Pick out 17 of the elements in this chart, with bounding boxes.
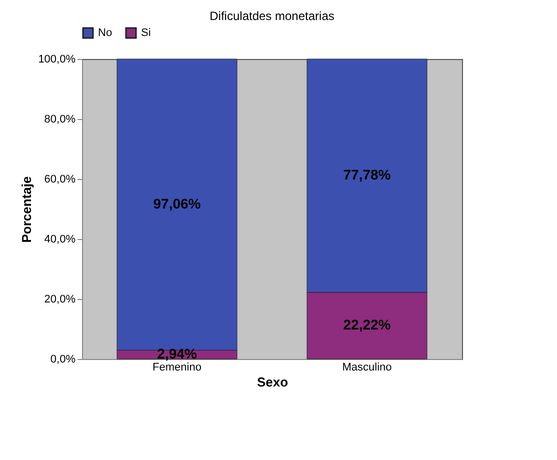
data-label: 22,22%	[343, 316, 392, 333]
data-label: 2,94%	[157, 346, 198, 362]
x-tick-label: Femenino	[152, 362, 202, 374]
y-tick-label: 100,0%	[38, 54, 76, 66]
chart-title: Dificulatdes monetarias	[210, 9, 334, 23]
data-label: 97,06%	[153, 196, 202, 212]
y-tick-label: 40,0%	[44, 234, 76, 246]
y-tick-label: 0,0%	[50, 354, 76, 366]
y-tick-label: 80,0%	[44, 114, 76, 126]
x-axis-title: Sexo	[256, 374, 288, 390]
y-axis-title: Porcentaje	[19, 176, 34, 243]
y-tick-label: 20,0%	[44, 294, 76, 306]
legend-label: Si	[141, 27, 151, 39]
legend-label: No	[98, 27, 112, 39]
y-tick-label: 60,0%	[44, 174, 76, 186]
x-tick-label: Masculino	[342, 362, 392, 374]
data-label: 77,78%	[343, 166, 392, 183]
